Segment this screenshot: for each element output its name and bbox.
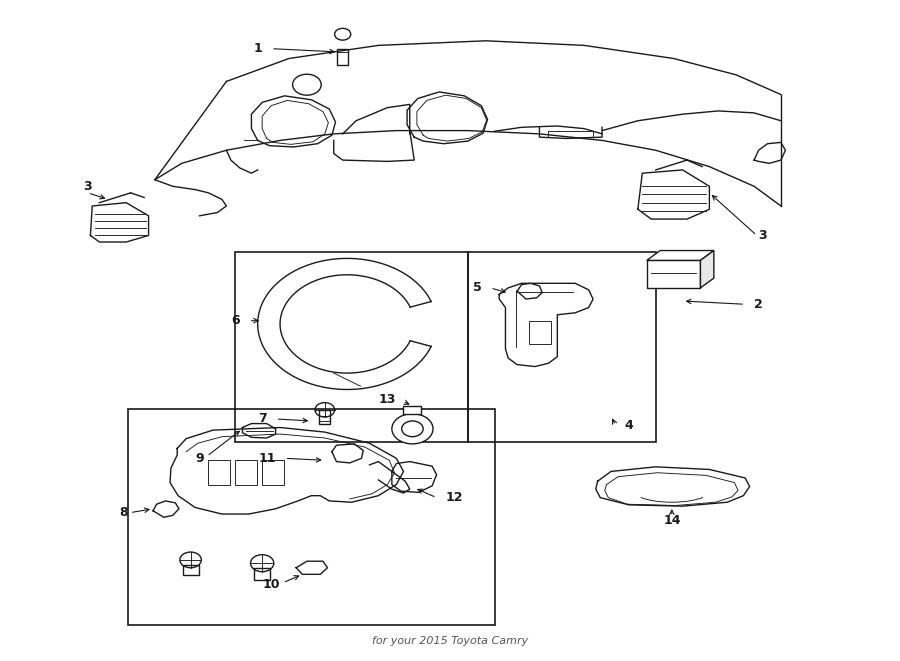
Text: 12: 12 bbox=[446, 491, 463, 504]
Text: 14: 14 bbox=[663, 514, 680, 527]
Bar bbox=[468, 252, 656, 442]
Bar bbox=[209, 459, 230, 485]
Text: for your 2015 Toyota Camry: for your 2015 Toyota Camry bbox=[372, 637, 528, 646]
Bar bbox=[262, 459, 284, 485]
Text: 4: 4 bbox=[625, 419, 634, 432]
Text: 1: 1 bbox=[254, 42, 262, 55]
Text: 11: 11 bbox=[258, 452, 275, 465]
Bar bbox=[528, 321, 551, 344]
Text: 6: 6 bbox=[231, 314, 239, 327]
Text: 3: 3 bbox=[759, 229, 767, 242]
Bar bbox=[235, 252, 468, 442]
Bar bbox=[183, 565, 199, 575]
Bar bbox=[403, 406, 421, 414]
Text: 7: 7 bbox=[258, 412, 266, 426]
Bar bbox=[254, 568, 270, 580]
Text: 2: 2 bbox=[754, 298, 763, 311]
Circle shape bbox=[335, 28, 351, 40]
Text: 13: 13 bbox=[379, 393, 396, 406]
Bar bbox=[647, 260, 700, 288]
Bar bbox=[235, 459, 256, 485]
Polygon shape bbox=[647, 251, 714, 260]
Polygon shape bbox=[700, 251, 714, 288]
Bar bbox=[320, 410, 330, 424]
Bar bbox=[128, 409, 495, 625]
Text: 3: 3 bbox=[84, 180, 92, 193]
Text: 5: 5 bbox=[472, 282, 482, 294]
Bar bbox=[338, 49, 348, 65]
Circle shape bbox=[392, 414, 433, 444]
Text: 8: 8 bbox=[120, 506, 128, 519]
Text: 10: 10 bbox=[263, 578, 280, 592]
Text: 9: 9 bbox=[195, 452, 204, 465]
